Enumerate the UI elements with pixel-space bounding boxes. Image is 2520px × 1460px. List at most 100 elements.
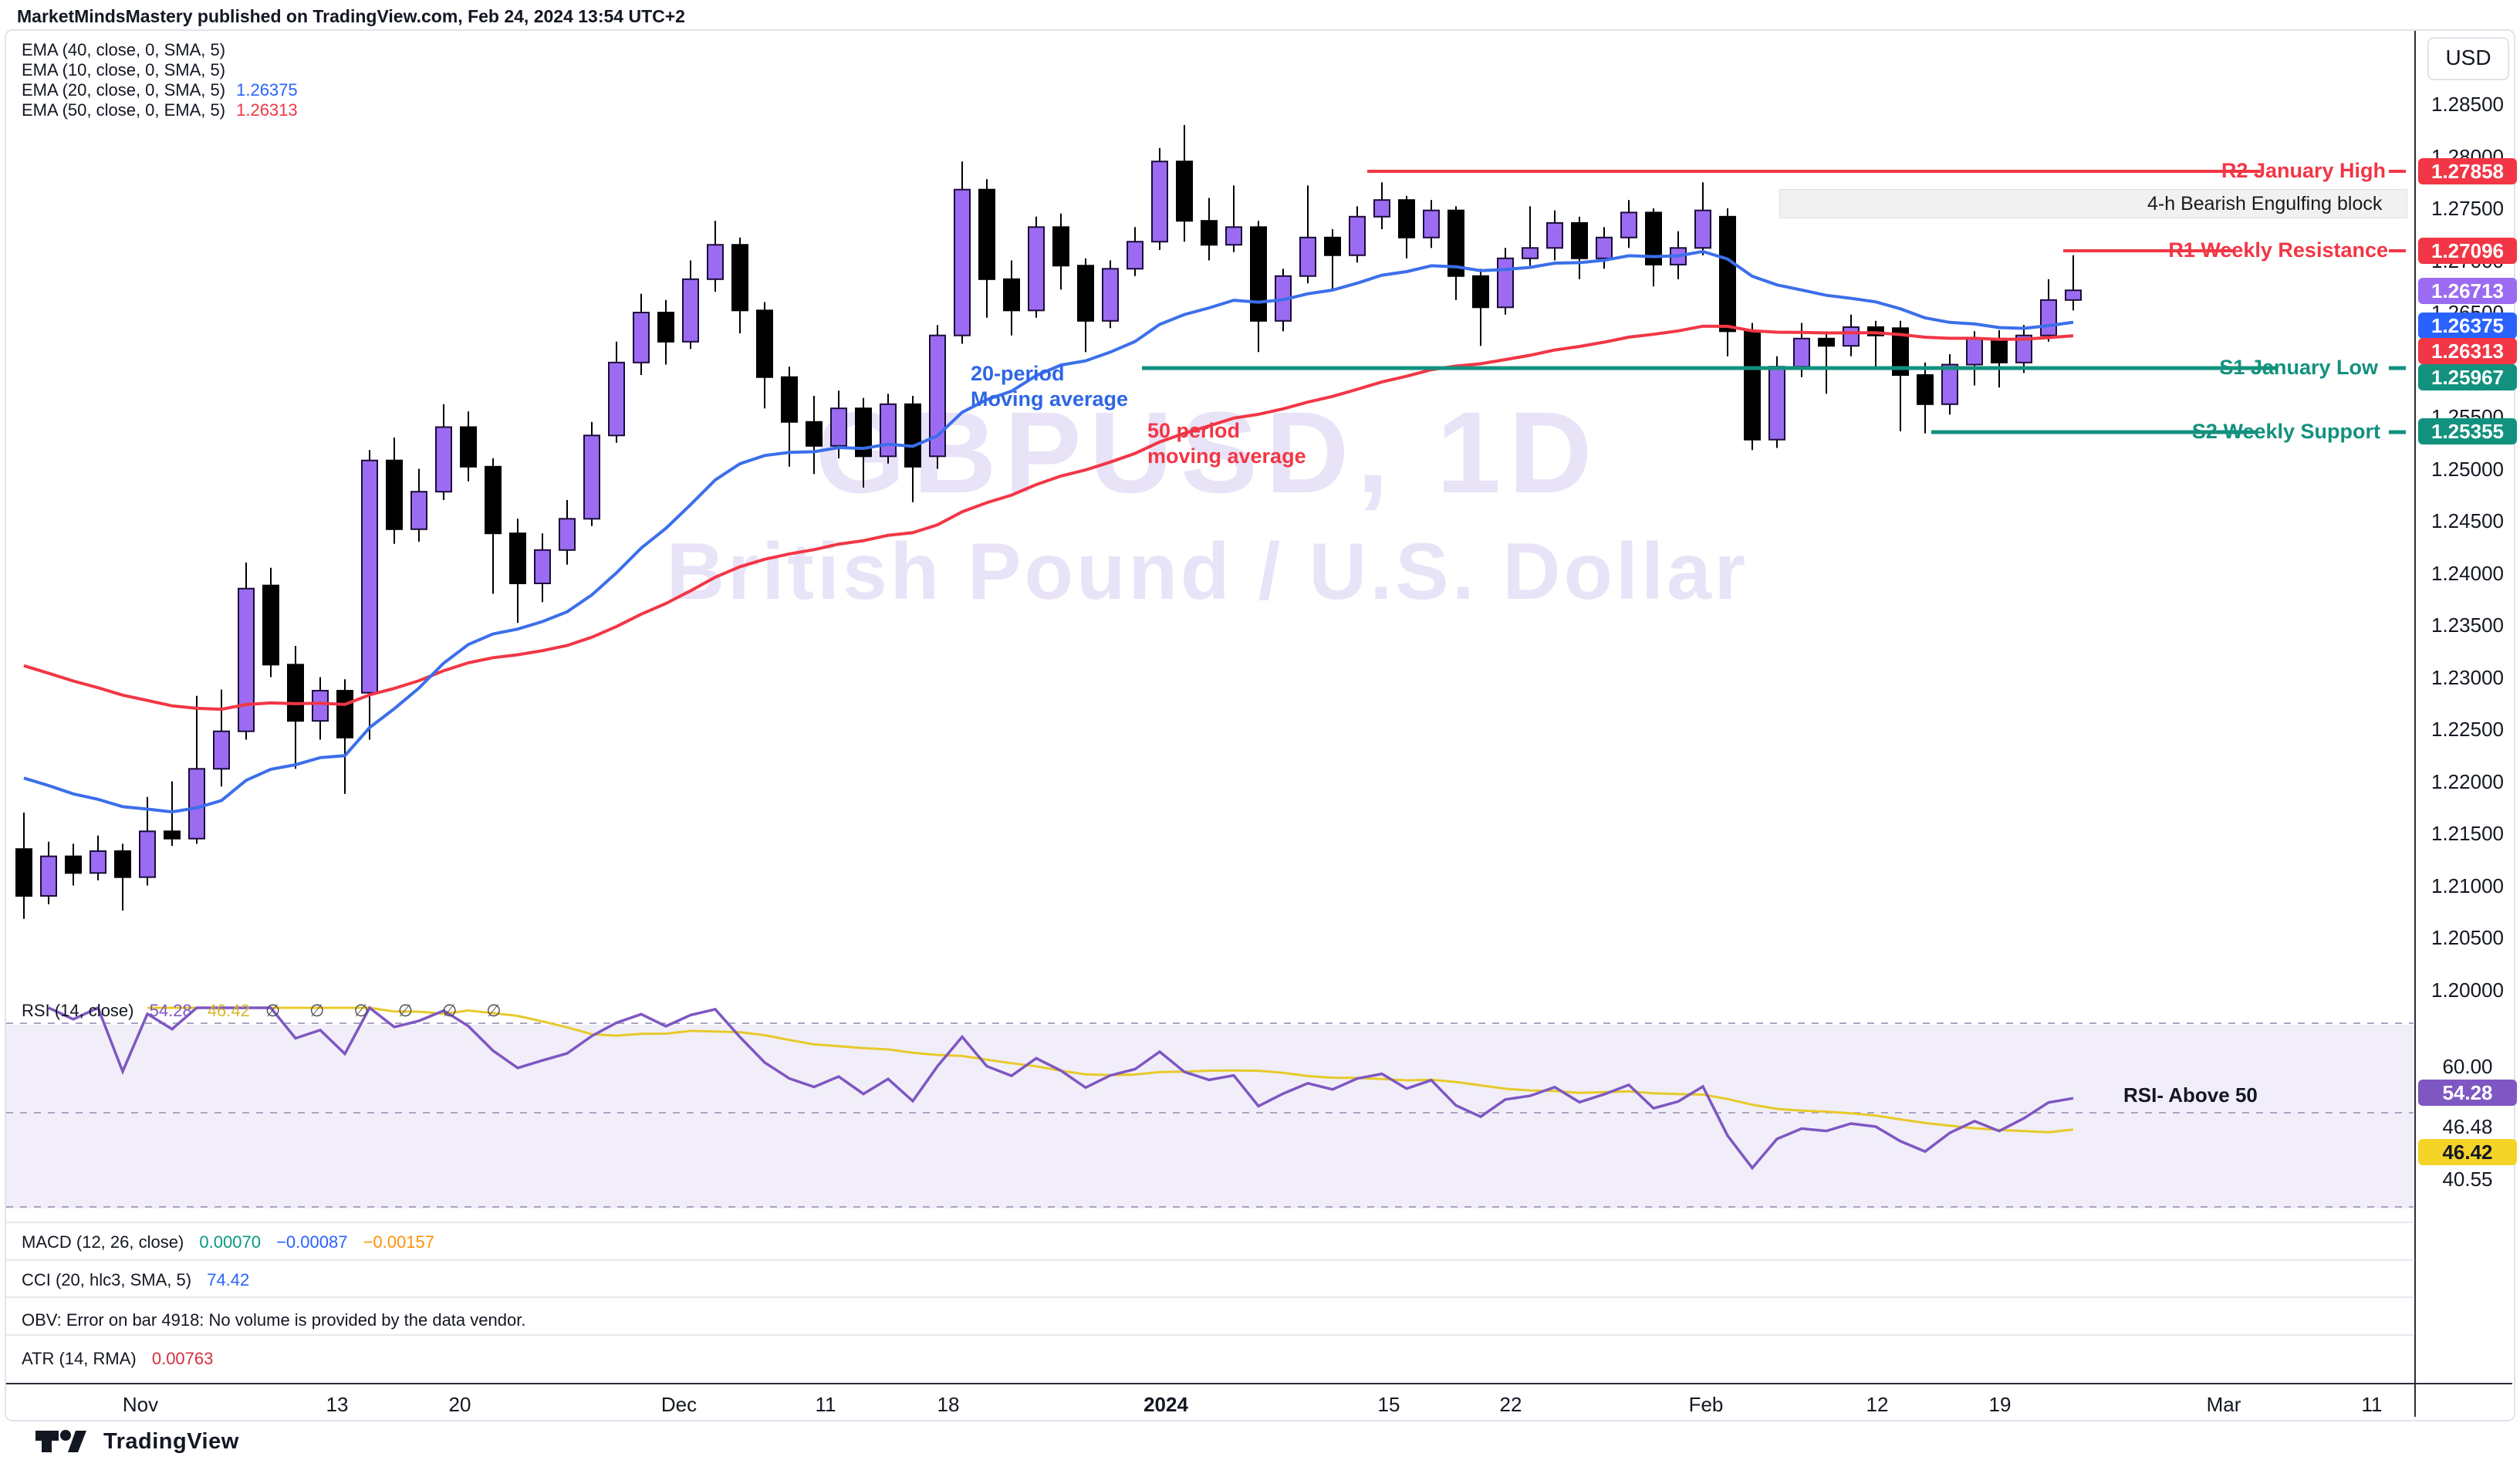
s2-level-label[interactable]: S2 Weekly Support: [2191, 420, 2380, 443]
candle-bull: [90, 850, 106, 874]
candle-bull: [435, 426, 452, 493]
rsi-annotation[interactable]: RSI- Above 50: [2123, 1083, 2258, 1107]
rsi-legend[interactable]: RSI (14, close) 54.28 46.42 ∅ ∅ ∅ ∅ ∅ ∅: [22, 1001, 514, 1020]
candle-bull: [1793, 337, 1810, 368]
candle-bear: [1077, 265, 1094, 322]
rsi-ma-value: 46.42: [207, 1001, 250, 1020]
atr-legend[interactable]: ATR (14, RMA) 0.00763: [22, 1349, 214, 1368]
s2-price-box: 1.25355: [2418, 418, 2517, 444]
s1-price-box: 1.25967: [2418, 364, 2517, 390]
ema20-value: 1.26375: [236, 80, 298, 100]
pane-separator[interactable]: [6, 1222, 2414, 1223]
currency-toggle-button[interactable]: USD: [2427, 37, 2509, 80]
candle-bull: [559, 518, 576, 551]
s1-level-label[interactable]: S1 January Low: [2219, 356, 2378, 379]
pane-separator[interactable]: [6, 1296, 2414, 1298]
rsi-tick: 40.55: [2442, 1168, 2493, 1191]
candle-bull: [361, 459, 378, 694]
candle-bear: [287, 664, 304, 722]
candle-bull: [1522, 247, 1539, 259]
time-tick: 11: [815, 1393, 836, 1416]
candle-bull: [1423, 209, 1440, 238]
r2-level-label[interactable]: R2 January High: [2221, 159, 2386, 182]
candle-bear: [1571, 221, 1588, 259]
candle-bull: [1941, 363, 1958, 405]
tradingview-logo[interactable]: TradingView: [34, 1426, 239, 1457]
pane-separator[interactable]: [6, 1259, 2414, 1261]
legend-ema-40[interactable]: EMA (40, close, 0, SMA, 5): [22, 40, 226, 59]
candle-bull: [40, 855, 57, 897]
bearish-engulfing-label[interactable]: 4-h Bearish Engulfing block: [2147, 193, 2383, 215]
time-tick: 13: [326, 1393, 349, 1416]
price-tick: 1.27500: [2431, 197, 2504, 220]
legend-ema-10[interactable]: EMA (10, close, 0, SMA, 5): [22, 60, 226, 79]
obv-legend[interactable]: OBV: Error on bar 4918: No volume is pro…: [22, 1310, 526, 1330]
macd-legend[interactable]: MACD (12, 26, close) 0.00070 −0.00087 −0…: [22, 1232, 434, 1252]
ma20-annotation[interactable]: 20-period Moving average: [971, 362, 1129, 411]
candle-bear: [1744, 330, 1761, 441]
price-tick: 1.28500: [2431, 93, 2504, 116]
candle-bull: [633, 312, 650, 363]
rsi-value: 54.28: [149, 1001, 192, 1020]
candle-bear: [485, 465, 502, 535]
candle-bull: [1127, 241, 1143, 270]
price-tick: 1.24500: [2431, 509, 2504, 532]
macd-value-3: −0.00157: [363, 1232, 434, 1252]
candle-bull: [1028, 226, 1045, 312]
candle-bear: [1324, 236, 1341, 256]
ema20-price-box: 1.26375: [2418, 313, 2517, 339]
candle-bear: [1176, 161, 1193, 222]
cci-legend[interactable]: CCI (20, hlc3, SMA, 5) 74.42: [22, 1270, 250, 1289]
candle-bear: [1472, 275, 1489, 309]
candle-bull: [707, 244, 724, 280]
candle-bull: [1151, 161, 1168, 243]
candle-bull: [188, 768, 205, 840]
time-tick: 18: [937, 1393, 960, 1416]
price-tick: 1.23500: [2431, 613, 2504, 637]
candle-bull: [213, 730, 230, 770]
candle-bull: [1843, 326, 1860, 347]
price-tick: 1.24000: [2431, 561, 2504, 585]
candle-bear: [1052, 226, 1069, 267]
candle-bull: [1966, 337, 1983, 366]
candle-bull: [139, 830, 156, 878]
rsi-band: [6, 1025, 2414, 1208]
candle-bull: [682, 278, 699, 343]
time-axis-border: [6, 1383, 2512, 1384]
candle-bear: [114, 850, 131, 878]
macd-value-1: 0.00070: [199, 1232, 261, 1252]
candle-bear: [806, 421, 823, 447]
candle-bear: [336, 690, 353, 738]
candle-bear: [1003, 278, 1020, 312]
pane-separator[interactable]: [6, 1334, 2414, 1336]
legend-ema-20[interactable]: EMA (20, close, 0, SMA, 5) 1.26375: [22, 80, 298, 100]
ema50-price-box: 1.26313: [2418, 338, 2517, 364]
candle-bear: [386, 459, 403, 530]
cci-value: 74.42: [207, 1270, 250, 1289]
candle-bull: [1768, 366, 1785, 441]
candle-bull: [1694, 209, 1711, 249]
rsi-value-box: 54.28: [2418, 1080, 2517, 1106]
candle-bull: [1299, 236, 1316, 277]
candle-bear: [1818, 337, 1835, 347]
time-tick: Dec: [660, 1393, 698, 1416]
publication-header: MarketMindsMastery published on TradingV…: [17, 6, 685, 26]
bearish-engulfing-zone[interactable]: [1779, 189, 2407, 218]
ema20-line: [23, 249, 2074, 814]
legend-ema-50[interactable]: EMA (50, close, 0, EMA, 5) 1.26313: [22, 100, 298, 120]
candle-bull: [1620, 211, 1637, 238]
indicator-legend: EMA (40, close, 0, SMA, 5) EMA (10, clos…: [22, 40, 298, 120]
candle-bear: [1719, 215, 1736, 333]
candle-bear: [15, 848, 32, 897]
candle-bear: [1892, 327, 1909, 376]
candle-bear: [1250, 226, 1267, 322]
ma50-annotation[interactable]: 50 period moving average: [1147, 419, 1306, 468]
price-tick: 1.21000: [2431, 874, 2504, 897]
candle-bull: [880, 403, 897, 458]
candle-bear: [1991, 337, 2008, 363]
price-tick: 1.22500: [2431, 718, 2504, 741]
candle-bull: [1596, 236, 1613, 259]
r1-level-label[interactable]: R1 Weekly Resistance: [2168, 238, 2388, 262]
